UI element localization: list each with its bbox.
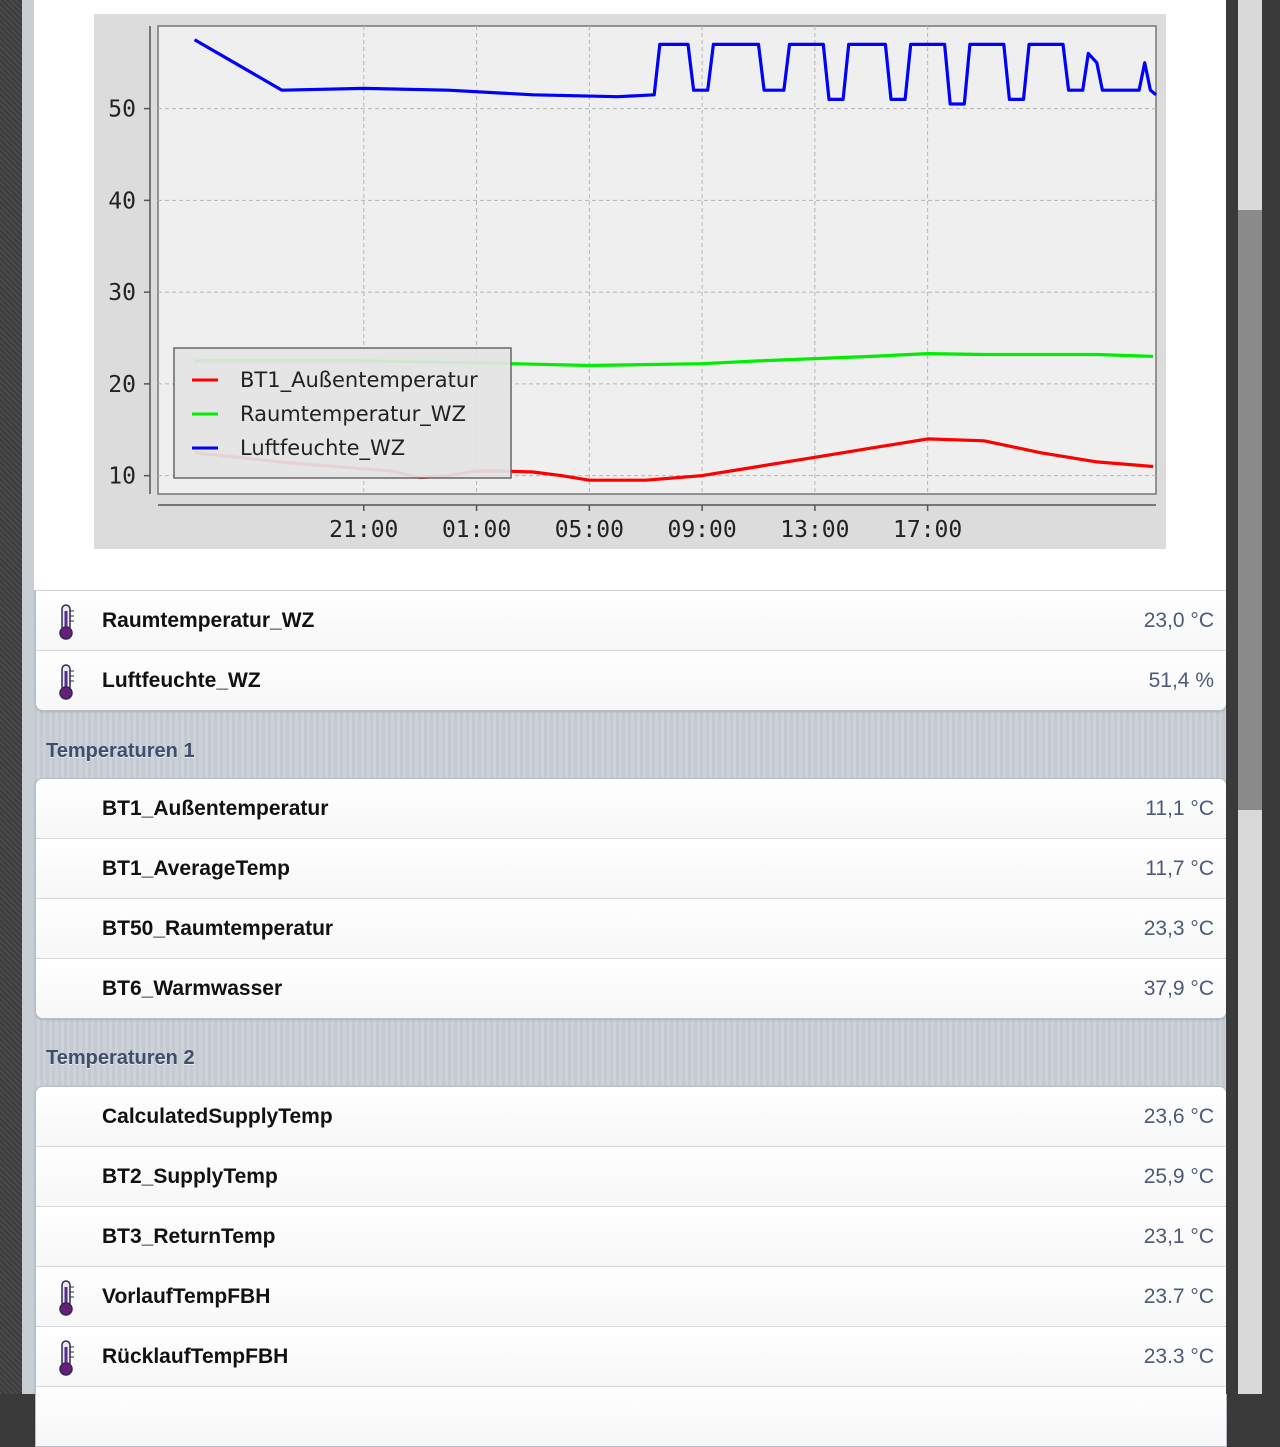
thermometer-icon — [59, 1280, 74, 1316]
line-chart: 10 20 30 40 50 21:00 01:00 05:00 09:00 13:00 17:00… — [94, 14, 1166, 549]
thermometer-icon — [59, 604, 74, 640]
sensor-value: 37,9 °C — [1143, 977, 1214, 1000]
x-tick-label: 17:00 — [893, 517, 962, 543]
x-tick-label: 05:00 — [555, 517, 624, 543]
sensor-label: BT3_ReturnTemp — [102, 1225, 276, 1248]
list-item[interactable]: BT50_Raumtemperatur 23,3 °C — [36, 898, 1226, 958]
sensor-label: RücklaufTempFBH — [102, 1345, 289, 1368]
legend-label: BT1_Außentemperatur — [240, 368, 478, 393]
list-item[interactable] — [36, 1386, 1226, 1446]
sensor-value: 51,4 % — [1148, 669, 1214, 692]
sensor-value: 23,3 °C — [1143, 917, 1214, 940]
y-tick-label: 40 — [108, 188, 136, 214]
x-tick-label: 21:00 — [329, 517, 398, 543]
sensor-value: 23,0 °C — [1143, 609, 1214, 632]
page-left-gutter — [22, 0, 34, 1394]
sensor-label: BT6_Warmwasser — [102, 977, 283, 1000]
x-tick-label: 13:00 — [780, 517, 849, 543]
legend-label: Raumtemperatur_WZ — [240, 402, 466, 427]
sensor-value: 23.3 °C — [1143, 1345, 1214, 1368]
list-item[interactable]: VorlaufTempFBH 23.7 °C — [36, 1266, 1226, 1326]
x-tick-label: 01:00 — [442, 517, 511, 543]
y-tick-label: 20 — [108, 372, 136, 398]
sensor-list-temperaturen-2: CalculatedSupplyTemp 23,6 °C BT2_SupplyT… — [35, 1086, 1227, 1447]
sensor-label: BT50_Raumtemperatur — [102, 917, 334, 940]
series-line — [193, 38, 1158, 106]
legend-label: Luftfeuchte_WZ — [240, 436, 405, 461]
thermometer-icon — [59, 664, 74, 700]
sensor-label: BT1_AverageTemp — [102, 857, 290, 880]
sensor-label: BT1_Außentemperatur — [102, 797, 329, 820]
chart-legend: BT1_Außentemperatur Raumtemperatur_WZ Luft… — [173, 347, 512, 479]
list-item[interactable]: BT6_Warmwasser 37,9 °C — [36, 958, 1226, 1018]
list-item[interactable]: RücklaufTempFBH 23.3 °C — [36, 1326, 1226, 1386]
sensor-value: 23,1 °C — [1143, 1225, 1214, 1248]
thermometer-icon — [59, 1340, 74, 1376]
sensor-label: CalculatedSupplyTemp — [102, 1105, 333, 1128]
sensor-label: BT2_SupplyTemp — [102, 1165, 278, 1188]
sensor-label: Luftfeuchte_WZ — [102, 669, 261, 692]
list-item[interactable]: BT2_SupplyTemp 25,9 °C — [36, 1146, 1226, 1206]
list-item[interactable]: BT1_Außentemperatur 11,1 °C — [36, 779, 1226, 838]
list-item[interactable]: Luftfeuchte_WZ 51,4 % — [36, 650, 1226, 710]
y-tick-label: 30 — [108, 280, 136, 306]
sensor-value: 23,6 °C — [1143, 1105, 1214, 1128]
group-header-temperaturen-1: Temperaturen 1 — [46, 740, 195, 762]
sensor-list-top: Raumtemperatur_WZ 23,0 °C Luftfeuchte_WZ… — [35, 590, 1227, 711]
page-content: 10 20 30 40 50 21:00 01:00 05:00 09:00 13:00 17:00… — [34, 0, 1227, 1447]
group-header-temperaturen-2: Temperaturen 2 — [46, 1047, 195, 1069]
list-item[interactable]: BT1_AverageTemp 11,7 °C — [36, 838, 1226, 898]
list-item[interactable]: BT3_ReturnTemp 23,1 °C — [36, 1206, 1226, 1266]
chart-card: 10 20 30 40 50 21:00 01:00 05:00 09:00 13:00 17:00… — [34, 0, 1226, 590]
y-tick-label: 50 — [108, 97, 136, 123]
scrollbar[interactable] — [1226, 0, 1280, 1394]
x-tick-label: 09:00 — [667, 517, 736, 543]
sensor-value: 11,1 °C — [1145, 797, 1214, 820]
legend-box — [173, 347, 512, 479]
scrollbar-thumb[interactable] — [1238, 210, 1262, 810]
sensor-value: 11,7 °C — [1145, 857, 1214, 880]
sensor-list-temperaturen-1: BT1_Außentemperatur 11,1 °C BT1_AverageT… — [35, 778, 1227, 1019]
window-left-edge — [0, 0, 22, 1394]
list-item[interactable]: CalculatedSupplyTemp 23,6 °C — [36, 1087, 1226, 1146]
sensor-label: Raumtemperatur_WZ — [102, 609, 315, 632]
sensor-label: VorlaufTempFBH — [102, 1285, 271, 1308]
sensor-value: 23.7 °C — [1143, 1285, 1214, 1308]
y-tick-label: 10 — [108, 464, 136, 490]
list-item[interactable]: Raumtemperatur_WZ 23,0 °C — [36, 591, 1226, 650]
sensor-value: 25,9 °C — [1143, 1165, 1214, 1188]
